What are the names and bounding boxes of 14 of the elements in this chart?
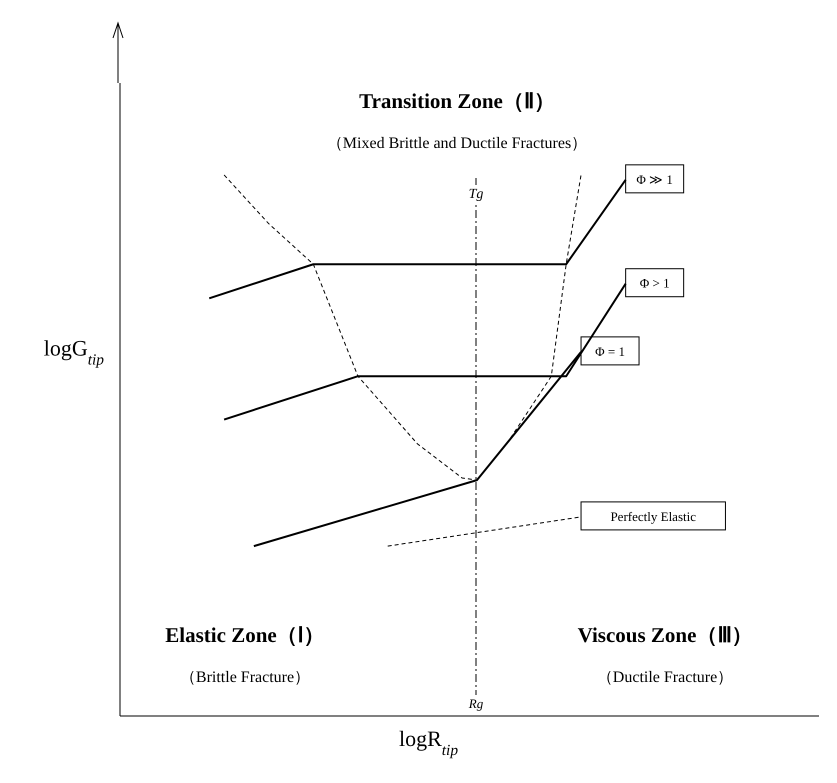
annotation: Rg	[468, 696, 484, 711]
series-label: Φ ≫ 1	[636, 172, 673, 187]
text: Transition Zone（Ⅱ）	[359, 89, 555, 113]
text: Perfectly Elastic	[610, 508, 696, 524]
y-axis-title: logG$_{tip}$	[44, 336, 104, 368]
annotation: （Ductile Fracture）	[596, 669, 734, 686]
annotation: Viscous Zone（Ⅲ）	[578, 623, 752, 647]
annotation: （Brittle Fracture）	[180, 669, 310, 686]
text: （Mixed Brittle and Ductile Fractures）	[326, 135, 588, 152]
series-label: Φ = 1	[595, 344, 625, 359]
annotation: Tg	[468, 187, 484, 202]
annotation: Elastic Zone（Ⅰ）	[165, 623, 325, 647]
series-label: Φ > 1	[640, 276, 670, 291]
x-axis-title: logR$_{tip}$	[398, 726, 458, 758]
